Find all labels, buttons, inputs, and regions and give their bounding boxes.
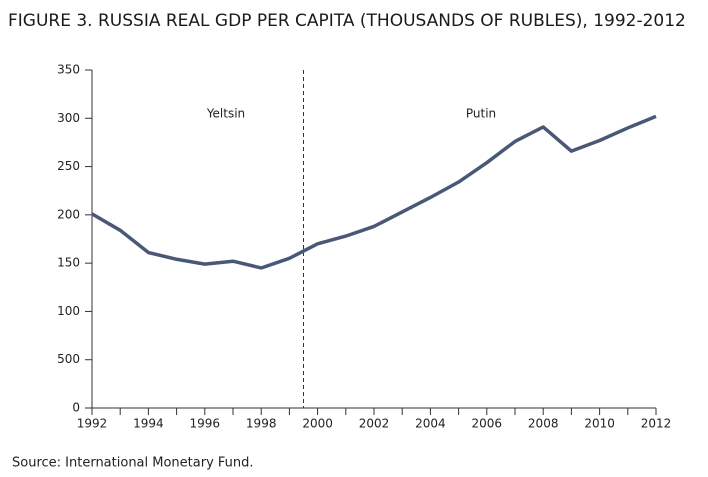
x-tick-label: 1994 [133, 417, 164, 431]
y-tick-label: 250 [57, 159, 80, 173]
y-tick-label: 150 [57, 256, 80, 270]
annotation: Putin [466, 107, 496, 121]
y-tick-label: 300 [57, 111, 80, 125]
x-tick-label: 2000 [302, 417, 333, 431]
annotation: Yeltsin [206, 107, 245, 121]
x-tick-label: 2006 [472, 417, 503, 431]
x-tick-label: 2008 [528, 417, 559, 431]
data-line [91, 114, 657, 270]
x-tick-label: 1996 [190, 417, 221, 431]
y-tick-label: 500 [57, 352, 80, 366]
x-tick-label: 2012 [641, 417, 672, 431]
y-tick-label: 100 [57, 304, 80, 318]
x-tick-label: 2010 [584, 417, 615, 431]
y-tick-label: 350 [57, 63, 80, 77]
chart-title: FIGURE 3. RUSSIA REAL GDP PER CAPITA (TH… [8, 11, 686, 31]
x-tick-label: 2004 [415, 417, 446, 431]
source: Source: International Monetary Fund. [12, 456, 254, 471]
x-tick-label: 1998 [246, 417, 277, 431]
y-tick-label: 0 [72, 401, 80, 415]
y-tick-label: 200 [57, 207, 80, 221]
x-tick-label: 1992 [77, 417, 108, 431]
x-tick-label: 2002 [359, 417, 390, 431]
